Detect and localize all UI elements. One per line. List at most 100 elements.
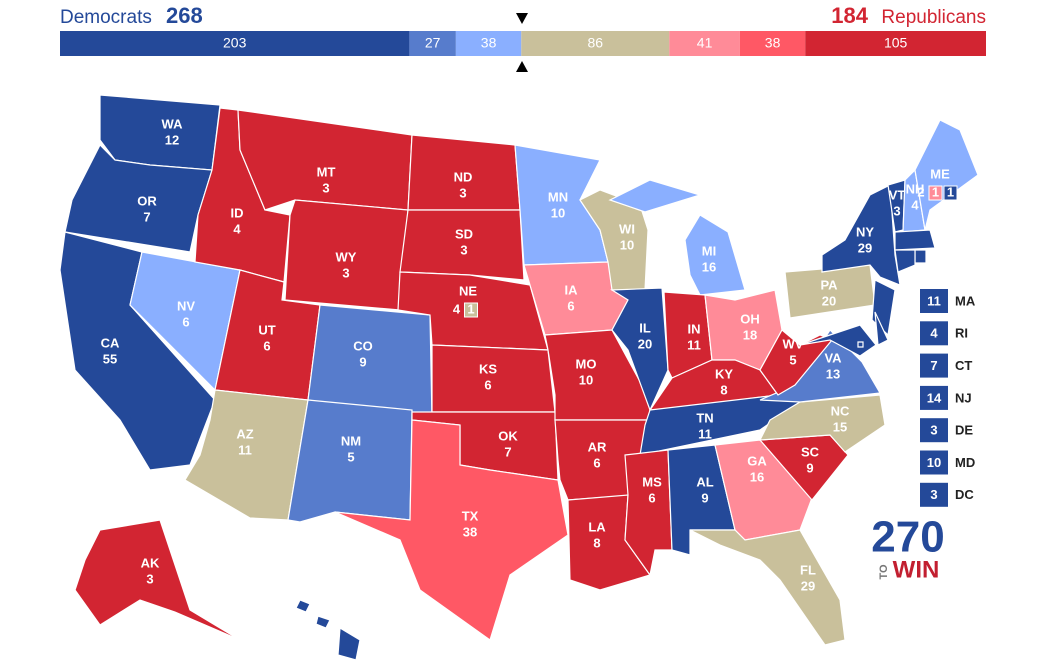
district-ev: 1 [467, 301, 474, 316]
state-ev: 11 [687, 337, 701, 352]
bar-segment [739, 31, 806, 56]
callout-box [920, 353, 948, 378]
state-ev: 12 [165, 132, 179, 147]
state-abbr: TX [462, 508, 479, 523]
state-abbr: TN [696, 410, 713, 425]
state-abbr: IN [688, 321, 701, 336]
state-ev: 6 [567, 298, 574, 313]
state-abbr: AK [141, 555, 160, 570]
callout-ev: 4 [930, 326, 938, 341]
state-abbr: OH [740, 311, 760, 326]
marker-bottom [516, 61, 528, 72]
state [857, 341, 864, 348]
state [99, 94, 221, 171]
callout-abbr: CT [955, 358, 972, 373]
callout-box [920, 289, 948, 313]
state-abbr: ND [454, 169, 473, 184]
marker-top [516, 13, 528, 24]
state [799, 324, 877, 357]
callout-ev: 11 [927, 293, 941, 308]
state-ev: 3 [460, 242, 467, 257]
state [894, 249, 916, 273]
logo-win: WIN [893, 556, 940, 583]
state-ev: 3 [146, 571, 153, 586]
callout-ev: 14 [927, 390, 942, 405]
state-ev: 8 [720, 382, 727, 397]
state-ev: 9 [701, 490, 708, 505]
state [608, 179, 703, 213]
state-abbr: CA [101, 335, 120, 350]
state-abbr: NM [341, 433, 361, 448]
callout-box [920, 482, 948, 507]
state-ev: 5 [347, 449, 354, 464]
state-ev: 38 [463, 524, 477, 539]
state-abbr: SD [455, 226, 473, 241]
state-abbr: CO [353, 338, 373, 353]
state-abbr: WV [783, 336, 804, 351]
state-abbr: ME [930, 166, 950, 181]
state [689, 529, 846, 646]
rep-total: 184 [831, 3, 868, 28]
state [315, 615, 331, 629]
state-ev: 55 [103, 351, 117, 366]
state-abbr: SC [801, 444, 820, 459]
state-ev: 6 [263, 338, 270, 353]
state-ev: 11 [698, 426, 712, 441]
state-ev: 3 [322, 180, 329, 195]
state-ev: 10 [579, 372, 593, 387]
state [334, 419, 569, 641]
bar-segment-label: 203 [223, 35, 247, 51]
district-box [464, 302, 478, 318]
bar-segment-label: 38 [481, 35, 497, 51]
state-abbr: VT [889, 187, 906, 202]
state-abbr: NC [831, 403, 850, 418]
state-ev: 4 [911, 197, 919, 212]
state-abbr: AR [588, 439, 607, 454]
callout-box [920, 418, 948, 443]
state-ev: 5 [789, 352, 796, 367]
state-abbr: MS [642, 474, 662, 489]
callout-ev: 3 [930, 487, 937, 502]
state-abbr: IL [639, 320, 651, 335]
bar-segment-label: 27 [425, 35, 441, 51]
callout-box [920, 450, 948, 475]
callout-abbr: DE [955, 423, 973, 438]
district-ev: 1 [932, 184, 939, 199]
bar-segment-label: 38 [765, 35, 781, 51]
state-abbr: FL [800, 562, 816, 577]
state-ev: 29 [858, 240, 872, 255]
bar-segment [409, 31, 456, 56]
bar-segment [521, 31, 670, 56]
state [295, 599, 311, 613]
state-ev: 2 [917, 184, 924, 199]
dem-total: 268 [166, 3, 203, 28]
state-ev: 4 [318, 645, 326, 660]
logo-to: TO [878, 564, 890, 580]
state-abbr: OR [137, 193, 157, 208]
state-ev: 7 [504, 444, 511, 459]
state-abbr: LA [588, 519, 606, 534]
state-abbr: AZ [236, 426, 253, 441]
state-ev: 15 [833, 419, 847, 434]
state-labels: WA12OR7CA55NV6ID4MT3WY3UT6AZ11CO9NM5ND3S… [101, 116, 958, 660]
state-ev: 6 [648, 490, 655, 505]
state-abbr: AL [696, 474, 713, 489]
bar-segment [455, 31, 522, 56]
state-ev: 20 [822, 293, 836, 308]
bar-segment-label: 105 [884, 35, 908, 51]
district-box [928, 185, 943, 201]
state-abbr: HI [316, 629, 329, 644]
state [758, 394, 886, 453]
state-ev: 9 [806, 460, 813, 475]
logo-number: 270 [871, 513, 944, 562]
state-abbr: KY [715, 366, 733, 381]
state-abbr: WY [336, 249, 357, 264]
callout-ev: 3 [930, 423, 937, 438]
state-ev: 16 [750, 469, 764, 484]
state-ev: 16 [702, 259, 716, 274]
state-abbr: MT [317, 164, 336, 179]
state-ev: 11 [238, 442, 252, 457]
state [431, 344, 556, 413]
state-ev: 4 [233, 221, 241, 236]
bar-segment [669, 31, 740, 56]
